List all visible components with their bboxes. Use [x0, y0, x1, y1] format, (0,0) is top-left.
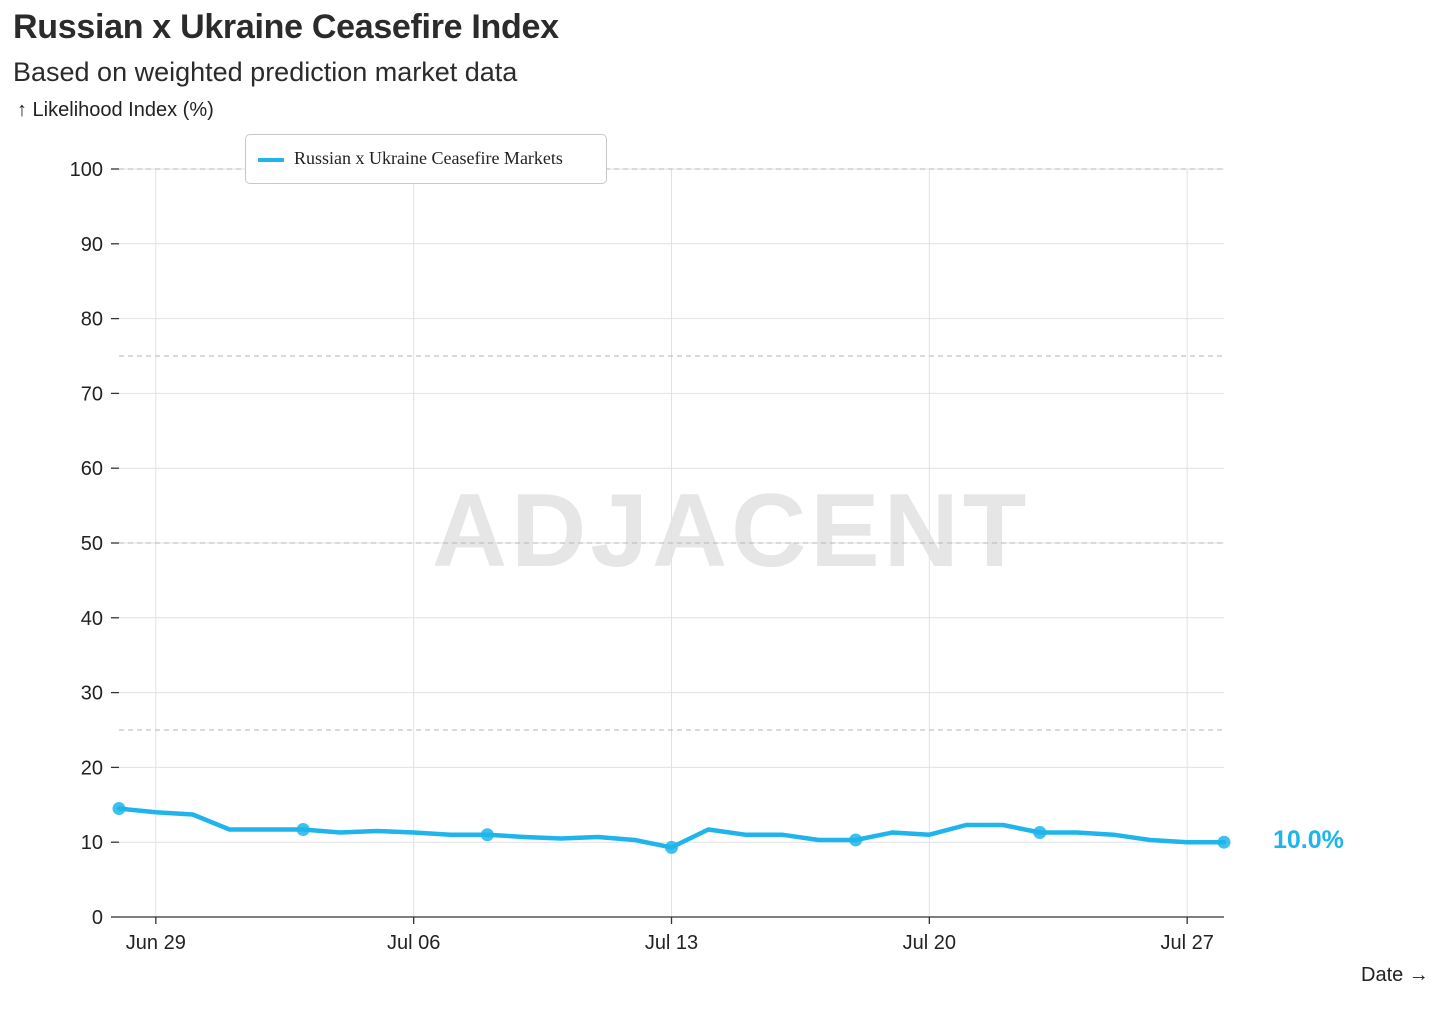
- y-tick-label: 30: [81, 683, 103, 705]
- legend: Russian x Ukraine Ceasefire Markets: [245, 134, 607, 184]
- data-point: [296, 822, 310, 836]
- x-tick-label: Jul 13: [645, 932, 698, 954]
- data-point: [1217, 835, 1231, 849]
- x-tick-label: Jul 20: [903, 932, 956, 954]
- x-tick-label: Jul 06: [387, 932, 440, 954]
- y-tick-label: 70: [81, 383, 103, 405]
- x-tick-label: Jun 29: [126, 932, 186, 954]
- legend-swatch: [258, 158, 284, 162]
- y-tick-label: 60: [81, 458, 103, 480]
- watermark: ADJACENT: [432, 473, 1031, 589]
- last-value-label: 10.0%: [1273, 826, 1344, 854]
- y-tick-label: 40: [81, 608, 103, 630]
- y-tick-label: 100: [70, 159, 103, 181]
- y-tick-label: 20: [81, 757, 103, 779]
- legend-label: Russian x Ukraine Ceasefire Markets: [294, 148, 563, 168]
- x-axis-label: Date →: [1361, 964, 1429, 986]
- y-tick-label: 0: [92, 907, 103, 929]
- data-point: [1033, 825, 1047, 839]
- chart-subtitle: Based on weighted prediction market data: [13, 57, 518, 87]
- data-point: [665, 840, 678, 854]
- chart-title: Russian x Ukraine Ceasefire Index: [13, 8, 559, 46]
- y-axis-label: ↑ Likelihood Index (%): [17, 99, 214, 121]
- y-tick-label: 50: [81, 533, 103, 555]
- y-tick-label: 80: [81, 309, 103, 331]
- data-point: [480, 828, 494, 842]
- data-point: [112, 802, 126, 816]
- y-tick-label: 90: [81, 234, 103, 256]
- data-point: [849, 833, 863, 847]
- x-tick-label: Jul 27: [1160, 932, 1213, 954]
- y-tick-label: 10: [81, 832, 103, 854]
